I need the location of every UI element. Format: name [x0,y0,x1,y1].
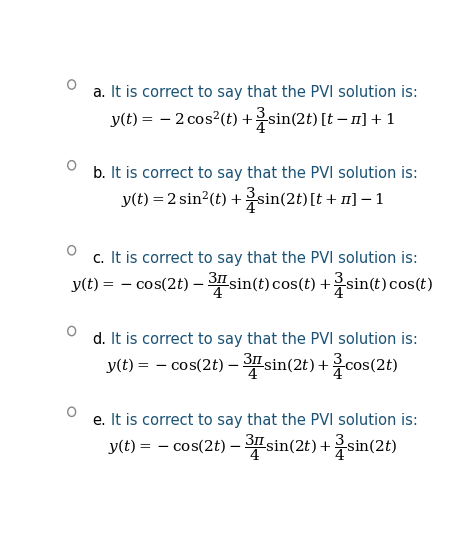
Text: b.: b. [92,166,106,181]
Text: $y(t) = -2\,\mathrm{cos}^2(t) + \dfrac{3}{4}\mathrm{sin}(2t)\,[t - \pi] + 1$: $y(t) = -2\,\mathrm{cos}^2(t) + \dfrac{3… [109,105,394,136]
Text: It is correct to say that the PVI solution is:: It is correct to say that the PVI soluti… [111,413,417,428]
Text: It is correct to say that the PVI solution is:: It is correct to say that the PVI soluti… [111,332,417,347]
Text: $y(t) = -\mathrm{cos}(2t) - \dfrac{3\pi}{4}\mathrm{sin}(2t) + \dfrac{3}{4}\mathr: $y(t) = -\mathrm{cos}(2t) - \dfrac{3\pi}… [106,352,397,382]
Text: e.: e. [92,413,106,428]
Text: d.: d. [92,332,106,347]
Text: $y(t) = -\mathrm{cos}(2t) - \dfrac{3\pi}{4}\mathrm{sin}(2t) + \dfrac{3}{4}\mathr: $y(t) = -\mathrm{cos}(2t) - \dfrac{3\pi}… [107,432,396,463]
Text: a.: a. [92,86,106,100]
Text: $y(t) = -\mathrm{cos}(2t) - \dfrac{3\pi}{4}\mathrm{sin}(t)\,\mathrm{cos}(t) + \d: $y(t) = -\mathrm{cos}(2t) - \dfrac{3\pi}… [71,270,432,301]
Text: It is correct to say that the PVI solution is:: It is correct to say that the PVI soluti… [111,86,417,100]
Text: It is correct to say that the PVI solution is:: It is correct to say that the PVI soluti… [111,251,417,266]
Text: c.: c. [92,251,105,266]
Text: $y(t) = 2\,\mathrm{sin}^2(t) + \dfrac{3}{4}\mathrm{sin}(2t)\,[t + \pi] - 1$: $y(t) = 2\,\mathrm{sin}^2(t) + \dfrac{3}… [120,185,383,216]
Text: It is correct to say that the PVI solution is:: It is correct to say that the PVI soluti… [111,166,417,181]
